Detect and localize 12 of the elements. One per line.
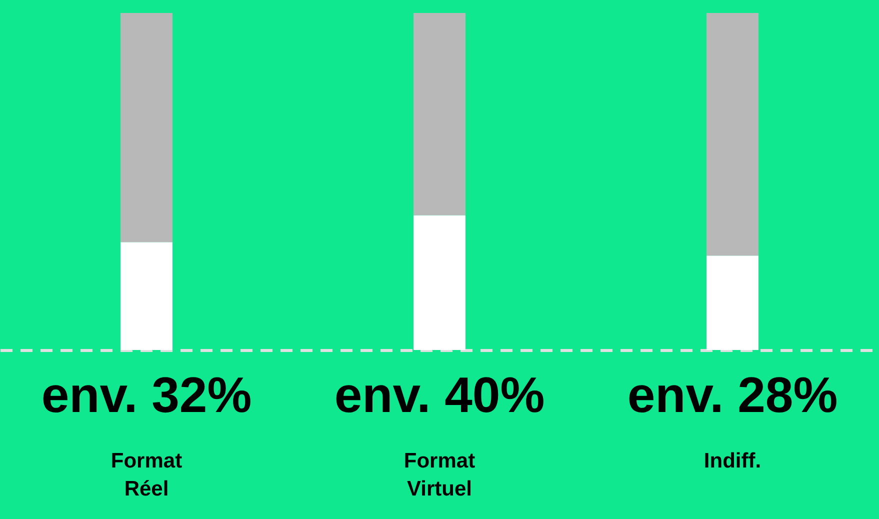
bar bbox=[120, 242, 172, 350]
bar bbox=[706, 13, 758, 256]
data-label: env. 40% bbox=[334, 367, 545, 423]
bar bbox=[120, 13, 172, 242]
x-tick-label: Indiff. bbox=[704, 450, 762, 472]
x-tick-label: Format Virtuel bbox=[404, 450, 476, 500]
bar bbox=[706, 256, 758, 350]
x-tick-label: Format Réel bbox=[110, 450, 182, 500]
data-label: env. 32% bbox=[41, 367, 252, 423]
data-label: env. 28% bbox=[627, 367, 838, 423]
bar bbox=[414, 13, 466, 216]
bar bbox=[414, 215, 466, 350]
